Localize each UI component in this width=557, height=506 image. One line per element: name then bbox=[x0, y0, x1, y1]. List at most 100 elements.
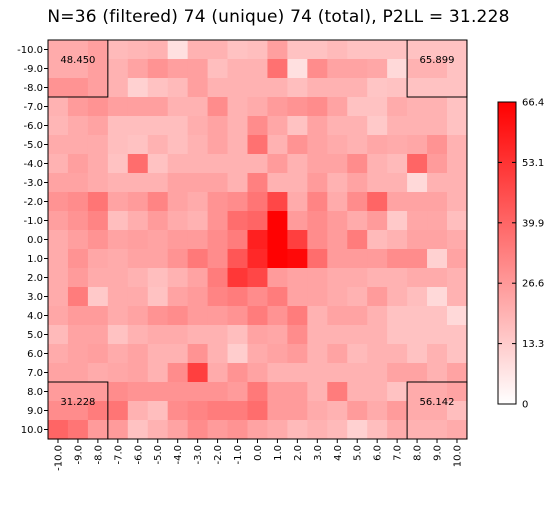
heatmap-cell bbox=[67, 40, 89, 60]
heatmap-cell bbox=[407, 211, 428, 231]
heatmap-cell bbox=[407, 325, 428, 345]
heatmap-cell bbox=[48, 325, 69, 345]
heatmap-cell bbox=[67, 135, 89, 155]
heatmap-cell bbox=[227, 420, 249, 440]
heatmap-cell bbox=[367, 192, 388, 212]
heatmap-cell bbox=[367, 173, 388, 193]
heatmap-cell bbox=[327, 325, 348, 345]
heatmap-cell bbox=[127, 268, 149, 288]
heatmap-cell bbox=[247, 268, 269, 288]
heatmap-cell bbox=[147, 40, 169, 60]
x-tick-label: 8.0 bbox=[413, 445, 424, 461]
heatmap-cell bbox=[227, 135, 249, 155]
heatmap-cell bbox=[367, 211, 388, 231]
colorbar-tick-label: 39.9 bbox=[522, 218, 544, 229]
heatmap-cell bbox=[207, 268, 229, 288]
heatmap-cell bbox=[167, 211, 189, 231]
heatmap-cell bbox=[367, 382, 388, 402]
heatmap-cell bbox=[367, 116, 388, 136]
heatmap-cell bbox=[87, 287, 109, 307]
heatmap-cell bbox=[67, 287, 89, 307]
heatmap-cell bbox=[187, 363, 209, 383]
heatmap-cell bbox=[247, 401, 269, 421]
heatmap-cell bbox=[67, 420, 89, 440]
heatmap-cell bbox=[327, 192, 348, 212]
heatmap-cell bbox=[387, 135, 408, 155]
heatmap-cell bbox=[127, 344, 149, 364]
x-tick-label: -8.0 bbox=[93, 445, 104, 465]
colorbar-tick-label: 66.4 bbox=[522, 98, 544, 109]
heatmap-cell bbox=[427, 211, 448, 231]
heatmap-cell bbox=[207, 325, 229, 345]
heatmap-cell bbox=[447, 306, 468, 326]
x-tick-label: -5.0 bbox=[153, 445, 164, 465]
x-tick-label: 5.0 bbox=[353, 445, 364, 461]
heatmap-cell bbox=[447, 135, 468, 155]
heatmap-cell bbox=[427, 135, 448, 155]
y-tick-label: -1.0 bbox=[23, 216, 43, 227]
heatmap-cell bbox=[447, 154, 468, 174]
heatmap-cell bbox=[107, 401, 129, 421]
heatmap-cell bbox=[447, 97, 468, 117]
heatmap-cell bbox=[347, 287, 368, 307]
heatmap-cell bbox=[87, 59, 109, 79]
heatmap-cell bbox=[347, 249, 368, 269]
heatmap-cell bbox=[87, 97, 109, 117]
heatmap-cell bbox=[227, 173, 249, 193]
heatmap-cell bbox=[87, 135, 109, 155]
heatmap-cell bbox=[167, 401, 189, 421]
heatmap-cell bbox=[307, 97, 328, 117]
heatmap-cell bbox=[367, 420, 388, 440]
y-tick-label: -3.0 bbox=[23, 178, 43, 189]
heatmap-cell bbox=[347, 154, 368, 174]
heatmap-cell bbox=[48, 78, 69, 98]
heatmap-cell bbox=[307, 306, 328, 326]
heatmap-cell bbox=[127, 382, 149, 402]
heatmap-cell bbox=[187, 420, 209, 440]
heatmap-cell bbox=[287, 344, 308, 364]
heatmap-cell bbox=[387, 401, 408, 421]
heatmap-cell bbox=[347, 363, 368, 383]
heatmap-cell bbox=[67, 173, 89, 193]
heatmap-cell bbox=[287, 306, 308, 326]
heatmap-cell bbox=[147, 401, 169, 421]
heatmap-cell bbox=[407, 116, 428, 136]
heatmap-cell bbox=[367, 135, 388, 155]
x-tick-label: 6.0 bbox=[373, 445, 384, 461]
heatmap-cell bbox=[187, 173, 209, 193]
heatmap-cell bbox=[67, 249, 89, 269]
heatmap-cell bbox=[367, 344, 388, 364]
x-tick-label: -9.0 bbox=[73, 445, 84, 465]
heatmap-cell bbox=[187, 382, 209, 402]
heatmap-cell bbox=[427, 97, 448, 117]
heatmap-cell bbox=[387, 97, 408, 117]
y-tick-label: -6.0 bbox=[23, 121, 43, 132]
corner-value-top-left: 48.450 bbox=[60, 55, 95, 66]
heatmap-cell bbox=[387, 306, 408, 326]
heatmap-cell bbox=[87, 249, 109, 269]
colorbar-tick-label: 0 bbox=[522, 400, 528, 411]
heatmap-cell bbox=[447, 59, 468, 79]
corner-value-bottom-left: 31.228 bbox=[60, 397, 95, 408]
y-tick-label: 3.0 bbox=[27, 292, 43, 303]
heatmap-cell bbox=[307, 382, 328, 402]
heatmap-cell bbox=[67, 211, 89, 231]
heatmap-cell bbox=[127, 287, 149, 307]
heatmap-cell bbox=[227, 59, 249, 79]
heatmap-cell bbox=[107, 59, 129, 79]
heatmap-cell bbox=[287, 40, 308, 60]
heatmap-cell bbox=[407, 306, 428, 326]
heatmap-cell bbox=[427, 401, 448, 421]
heatmap-cell bbox=[227, 325, 249, 345]
heatmap-cell bbox=[67, 154, 89, 174]
heatmap-cell bbox=[287, 59, 308, 79]
heatmap-cell bbox=[427, 78, 448, 98]
heatmap-cell bbox=[48, 420, 69, 440]
heatmap-cell bbox=[427, 287, 448, 307]
heatmap-cell bbox=[367, 401, 388, 421]
heatmap-cell bbox=[387, 230, 408, 250]
heatmap-cell bbox=[87, 420, 109, 440]
heatmap-cell bbox=[167, 59, 189, 79]
corner-value-bottom-right: 56.142 bbox=[420, 397, 455, 408]
